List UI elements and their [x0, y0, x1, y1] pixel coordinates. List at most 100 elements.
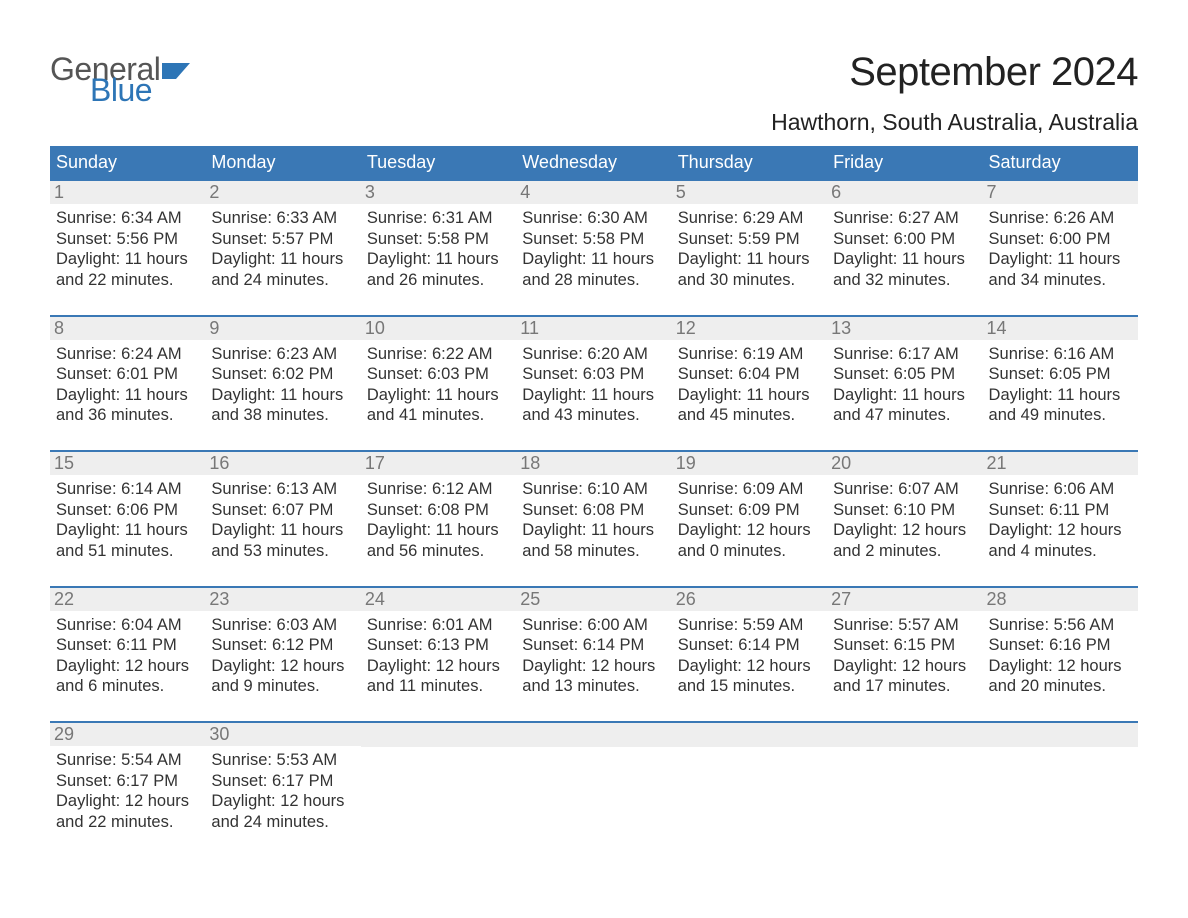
day-number-strip [516, 723, 671, 747]
calendar-day: 10Sunrise: 6:22 AMSunset: 6:03 PMDayligh… [361, 315, 516, 427]
day-detail-line: Sunrise: 5:56 AM [989, 615, 1132, 636]
header: General Blue September 2024 Hawthorn, So… [50, 50, 1138, 136]
day-detail-line: and 20 minutes. [989, 676, 1132, 697]
day-number: 3 [365, 182, 375, 202]
calendar-day: 17Sunrise: 6:12 AMSunset: 6:08 PMDayligh… [361, 450, 516, 562]
day-number: 27 [831, 589, 851, 609]
day-detail-line: and 47 minutes. [833, 405, 976, 426]
day-details: Sunrise: 6:20 AMSunset: 6:03 PMDaylight:… [516, 340, 671, 427]
day-detail-line: Daylight: 11 hours [833, 385, 976, 406]
weekday-header: Sunday [50, 146, 205, 179]
day-detail-line: and 11 minutes. [367, 676, 510, 697]
day-number: 22 [54, 589, 74, 609]
day-detail-line: Sunrise: 6:12 AM [367, 479, 510, 500]
day-detail-line: and 32 minutes. [833, 270, 976, 291]
day-detail-line: Daylight: 11 hours [989, 385, 1132, 406]
day-detail-line: Daylight: 11 hours [833, 249, 976, 270]
calendar-day: 9Sunrise: 6:23 AMSunset: 6:02 PMDaylight… [205, 315, 360, 427]
day-detail-line: Sunrise: 6:29 AM [678, 208, 821, 229]
day-details: Sunrise: 6:19 AMSunset: 6:04 PMDaylight:… [672, 340, 827, 427]
day-detail-line: and 6 minutes. [56, 676, 199, 697]
day-number-strip: 6 [827, 181, 982, 204]
day-detail-line: and 58 minutes. [522, 541, 665, 562]
day-detail-line: Sunrise: 6:03 AM [211, 615, 354, 636]
day-number-strip: 11 [516, 317, 671, 340]
day-detail-line: Sunset: 6:17 PM [56, 771, 199, 792]
day-number-strip: 26 [672, 588, 827, 611]
calendar-day: 11Sunrise: 6:20 AMSunset: 6:03 PMDayligh… [516, 315, 671, 427]
day-number-strip: 28 [983, 588, 1138, 611]
day-detail-line: Daylight: 11 hours [56, 520, 199, 541]
calendar-day: 27Sunrise: 5:57 AMSunset: 6:15 PMDayligh… [827, 586, 982, 698]
day-detail-line: Sunrise: 6:34 AM [56, 208, 199, 229]
day-detail-line: Daylight: 11 hours [211, 520, 354, 541]
day-number-strip: 21 [983, 452, 1138, 475]
day-details: Sunrise: 6:31 AMSunset: 5:58 PMDaylight:… [361, 204, 516, 291]
day-detail-line: Sunrise: 6:09 AM [678, 479, 821, 500]
day-detail-line: Sunrise: 5:54 AM [56, 750, 199, 771]
day-detail-line: Daylight: 12 hours [211, 791, 354, 812]
day-detail-line: Sunset: 6:08 PM [367, 500, 510, 521]
day-detail-line: Daylight: 12 hours [522, 656, 665, 677]
day-detail-line: Sunset: 5:57 PM [211, 229, 354, 250]
day-detail-line: Daylight: 12 hours [56, 791, 199, 812]
day-detail-line: Sunset: 6:05 PM [989, 364, 1132, 385]
day-number: 17 [365, 453, 385, 473]
day-detail-line: Sunrise: 6:30 AM [522, 208, 665, 229]
day-detail-line: and 30 minutes. [678, 270, 821, 291]
day-detail-line: and 22 minutes. [56, 270, 199, 291]
calendar-day [361, 721, 516, 833]
page-title: September 2024 [771, 50, 1138, 95]
calendar-day [983, 721, 1138, 833]
day-detail-line: Sunset: 6:17 PM [211, 771, 354, 792]
calendar-day: 5Sunrise: 6:29 AMSunset: 5:59 PMDaylight… [672, 179, 827, 291]
day-detail-line: Sunrise: 6:06 AM [989, 479, 1132, 500]
day-detail-line: and 28 minutes. [522, 270, 665, 291]
day-detail-line: Sunset: 6:01 PM [56, 364, 199, 385]
day-number-strip: 10 [361, 317, 516, 340]
day-detail-line: Daylight: 11 hours [56, 249, 199, 270]
day-details: Sunrise: 6:04 AMSunset: 6:11 PMDaylight:… [50, 611, 205, 698]
day-detail-line: Sunrise: 6:13 AM [211, 479, 354, 500]
day-number: 24 [365, 589, 385, 609]
day-detail-line: Daylight: 11 hours [367, 249, 510, 270]
day-details: Sunrise: 6:24 AMSunset: 6:01 PMDaylight:… [50, 340, 205, 427]
day-detail-line: Sunset: 5:56 PM [56, 229, 199, 250]
day-detail-line: Daylight: 11 hours [367, 385, 510, 406]
day-detail-line: and 4 minutes. [989, 541, 1132, 562]
day-number-strip: 24 [361, 588, 516, 611]
day-number: 14 [987, 318, 1007, 338]
day-details: Sunrise: 5:56 AMSunset: 6:16 PMDaylight:… [983, 611, 1138, 698]
logo-text: General Blue [50, 56, 192, 104]
day-number: 5 [676, 182, 686, 202]
day-detail-line: and 41 minutes. [367, 405, 510, 426]
day-detail-line: Daylight: 11 hours [989, 249, 1132, 270]
day-number-strip [983, 723, 1138, 747]
day-number-strip: 12 [672, 317, 827, 340]
calendar-day: 12Sunrise: 6:19 AMSunset: 6:04 PMDayligh… [672, 315, 827, 427]
calendar-day: 15Sunrise: 6:14 AMSunset: 6:06 PMDayligh… [50, 450, 205, 562]
day-details: Sunrise: 6:07 AMSunset: 6:10 PMDaylight:… [827, 475, 982, 562]
day-number: 25 [520, 589, 540, 609]
calendar-day: 26Sunrise: 5:59 AMSunset: 6:14 PMDayligh… [672, 586, 827, 698]
day-detail-line: Daylight: 11 hours [678, 385, 821, 406]
calendar-week: 29Sunrise: 5:54 AMSunset: 6:17 PMDayligh… [50, 721, 1138, 833]
day-number: 8 [54, 318, 64, 338]
day-detail-line: Sunset: 6:11 PM [989, 500, 1132, 521]
day-details: Sunrise: 5:53 AMSunset: 6:17 PMDaylight:… [205, 746, 360, 833]
day-number: 2 [209, 182, 219, 202]
day-detail-line: Sunset: 5:58 PM [522, 229, 665, 250]
calendar-day: 18Sunrise: 6:10 AMSunset: 6:08 PMDayligh… [516, 450, 671, 562]
day-detail-line: and 15 minutes. [678, 676, 821, 697]
day-details: Sunrise: 5:54 AMSunset: 6:17 PMDaylight:… [50, 746, 205, 833]
day-number: 16 [209, 453, 229, 473]
day-detail-line: Sunrise: 6:01 AM [367, 615, 510, 636]
calendar-day [672, 721, 827, 833]
day-detail-line: Sunset: 5:59 PM [678, 229, 821, 250]
day-detail-line: and 45 minutes. [678, 405, 821, 426]
day-number-strip: 30 [205, 723, 360, 746]
day-details: Sunrise: 6:06 AMSunset: 6:11 PMDaylight:… [983, 475, 1138, 562]
day-detail-line: Sunset: 6:02 PM [211, 364, 354, 385]
day-detail-line: Sunrise: 6:27 AM [833, 208, 976, 229]
day-detail-line: and 24 minutes. [211, 270, 354, 291]
